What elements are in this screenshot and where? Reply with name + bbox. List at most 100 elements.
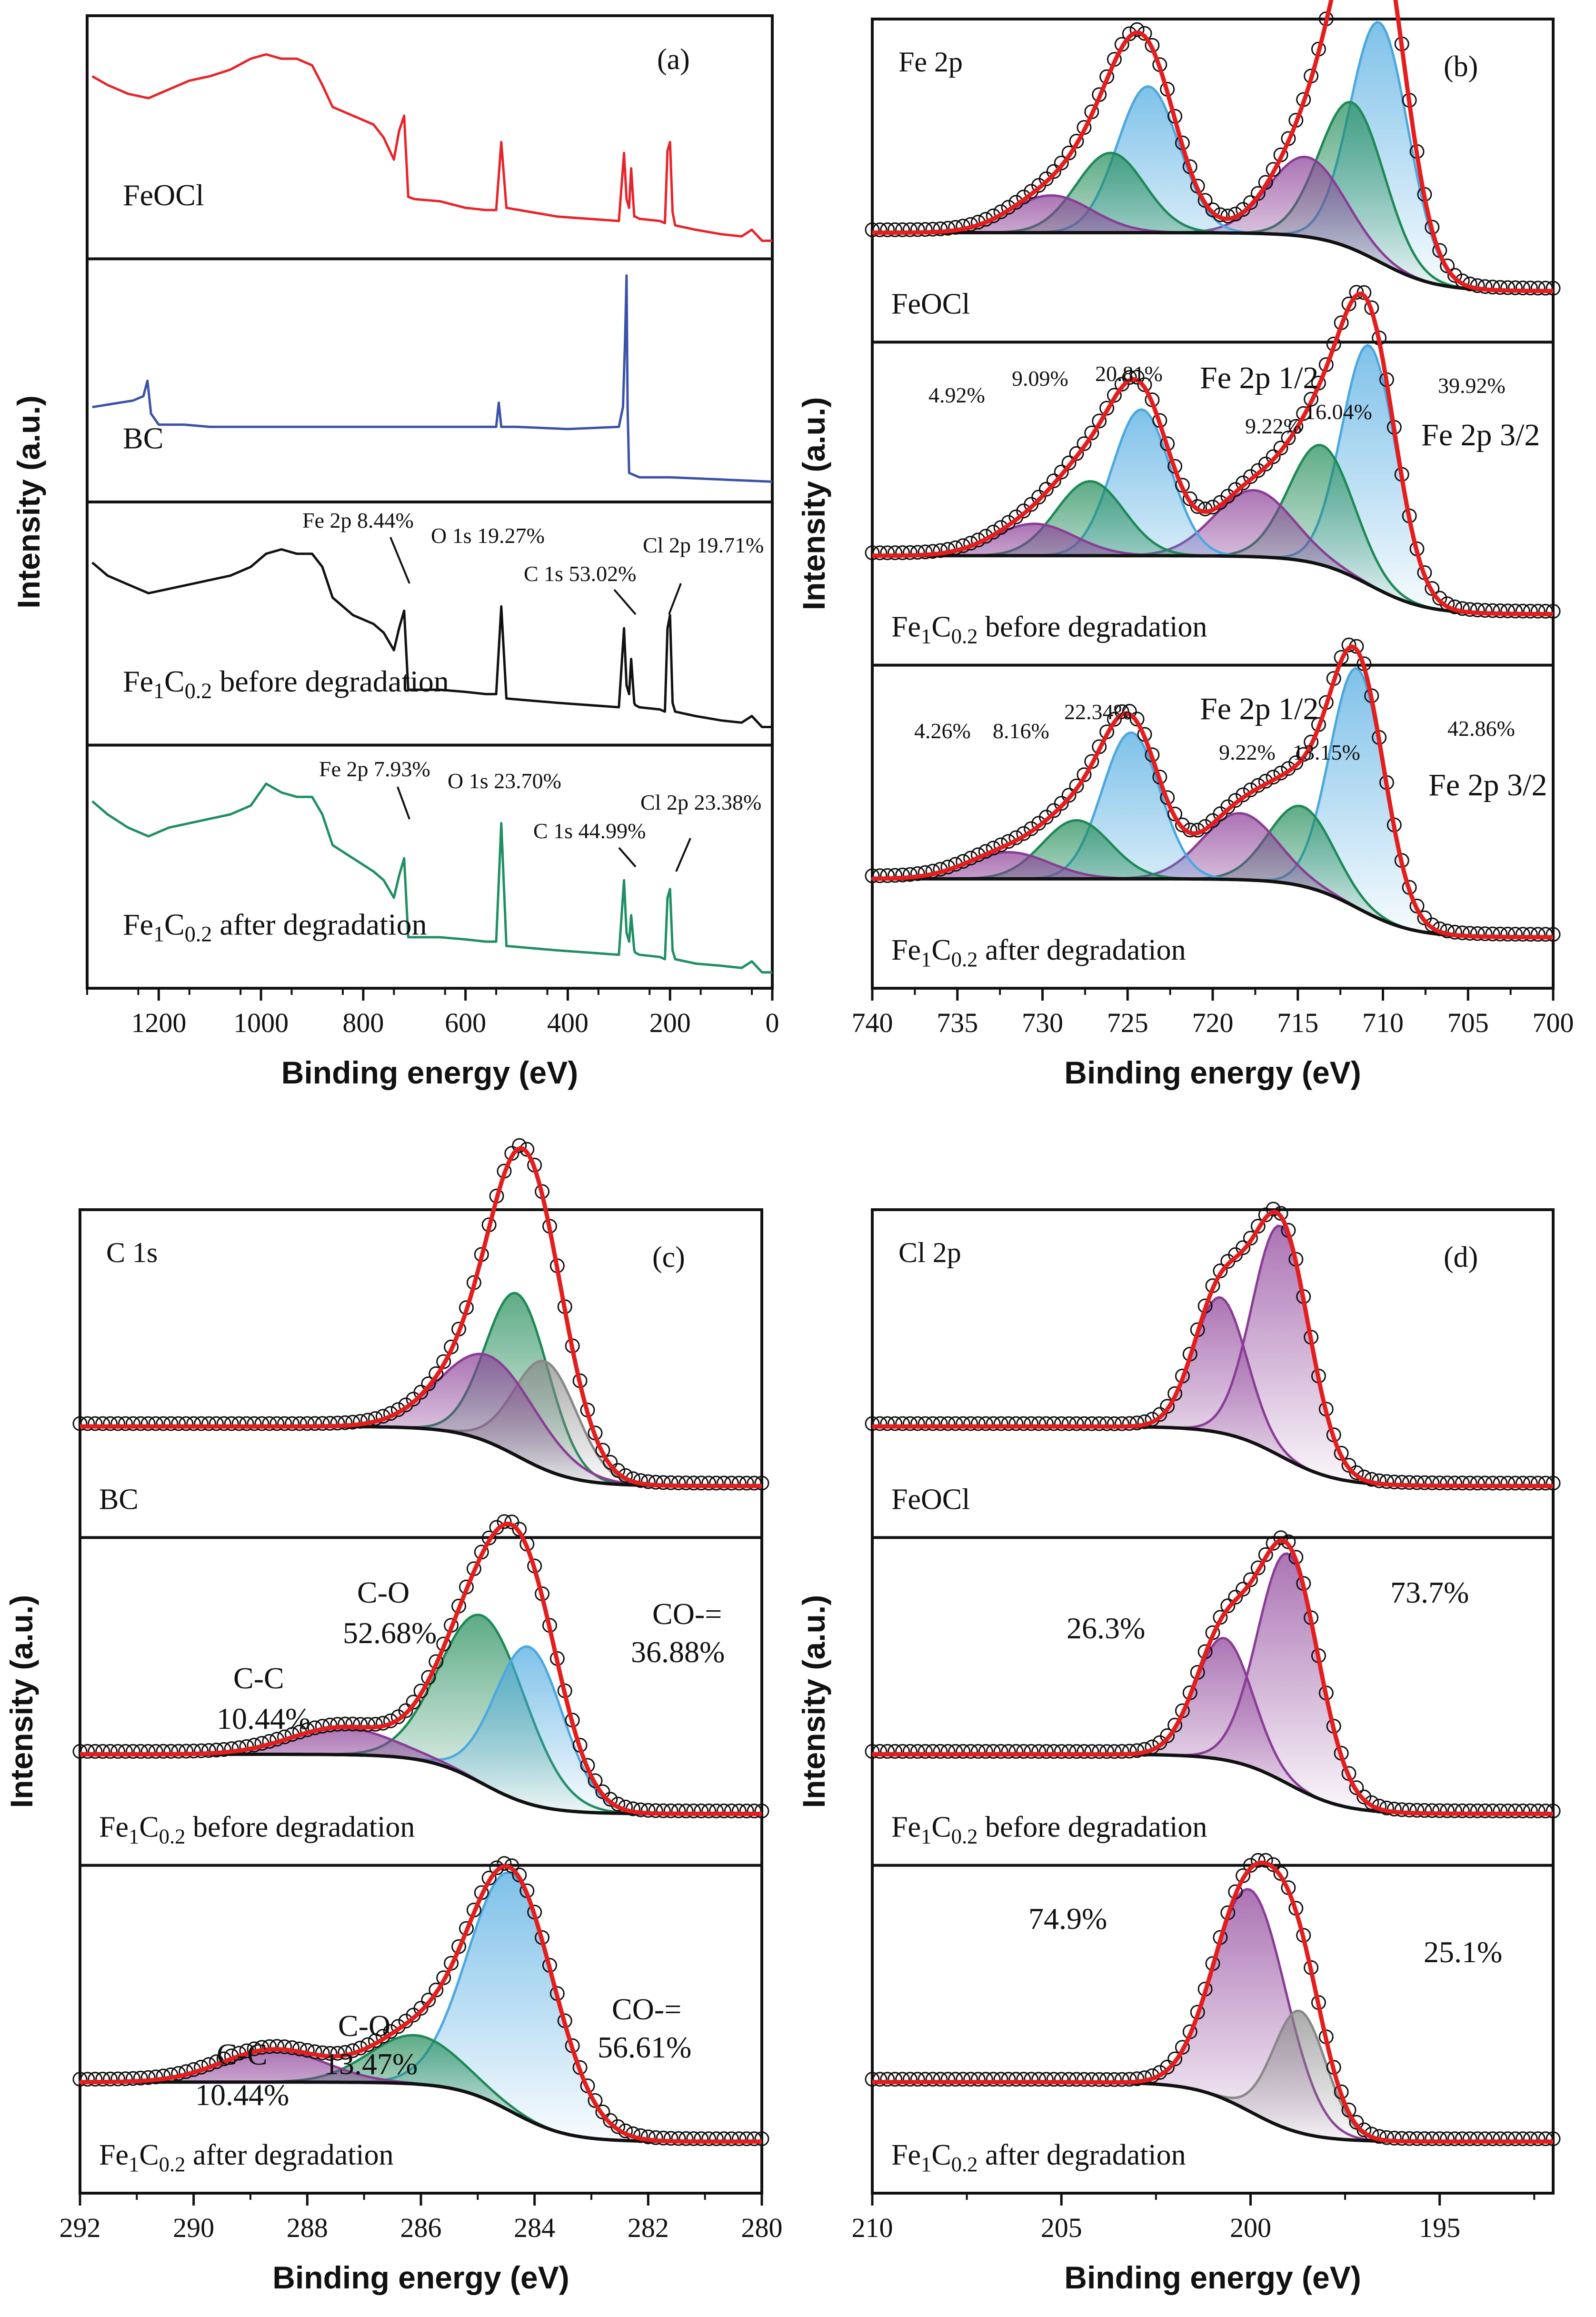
c1s-annotation-after: C-O xyxy=(338,2009,390,2043)
raw-data-point xyxy=(1061,1416,1077,1431)
raw-data-point xyxy=(1243,1572,1258,1587)
raw-data-point xyxy=(1500,1803,1516,1818)
raw-data-point xyxy=(231,1416,247,1431)
raw-data-point xyxy=(95,1744,110,1759)
raw-data-point xyxy=(1455,2131,1470,2146)
raw-data-point xyxy=(1175,817,1190,833)
raw-data-point xyxy=(918,2072,933,2087)
raw-data-point xyxy=(1508,1803,1523,1818)
raw-data-point xyxy=(1523,1475,1538,1491)
c1s-annotation-after: 56.61% xyxy=(598,2030,691,2064)
raw-data-point xyxy=(595,1784,610,1799)
fe2p-annotation-after: Fe 2p 3/2 xyxy=(1428,768,1547,802)
spectrum-line-black xyxy=(91,548,772,728)
raw-data-point xyxy=(1425,2131,1440,2146)
raw-data-point xyxy=(1409,1475,1425,1490)
raw-data-point xyxy=(307,1416,322,1431)
raw-data-point xyxy=(1546,1804,1561,1818)
raw-data-point xyxy=(1061,788,1077,803)
annotation-arrow xyxy=(397,786,410,820)
raw-data-point xyxy=(1122,1416,1137,1431)
raw-data-point xyxy=(497,1856,512,1871)
raw-data-point xyxy=(754,1804,769,1818)
panel-title-d: Cl 2p xyxy=(898,1237,961,1268)
raw-data-point xyxy=(888,545,903,561)
raw-data-point xyxy=(1394,1802,1409,1817)
raw-data-point xyxy=(940,2072,956,2087)
raw-data-point xyxy=(1515,1803,1530,1818)
raw-data-point xyxy=(747,2131,762,2146)
raw-data-point xyxy=(1236,1582,1251,1597)
raw-data-point xyxy=(940,1416,956,1431)
raw-data-point xyxy=(880,2072,895,2087)
raw-data-point xyxy=(1114,704,1129,719)
cl2p-annotation-after: 74.9% xyxy=(1028,1902,1107,1936)
raw-data-point xyxy=(880,868,895,883)
raw-data-point xyxy=(88,1744,103,1759)
raw-data-point xyxy=(872,545,888,561)
raw-data-point xyxy=(880,222,895,237)
raw-data-point xyxy=(1099,2072,1115,2087)
raw-data-point xyxy=(910,1744,925,1759)
raw-data-point xyxy=(1538,2131,1553,2146)
raw-data-point xyxy=(1493,2131,1508,2146)
raw-data-point xyxy=(1470,1475,1485,1491)
raw-data-point xyxy=(1523,603,1538,619)
panel-label-b: (b) xyxy=(1444,50,1478,83)
raw-data-point xyxy=(1190,499,1205,514)
raw-data-point xyxy=(1455,925,1470,941)
raw-data-point xyxy=(88,2072,103,2087)
fit-component-green xyxy=(80,1292,762,1487)
raw-data-point xyxy=(148,1416,163,1431)
raw-data-point xyxy=(330,1415,345,1431)
raw-data-point xyxy=(1493,926,1508,942)
raw-data-point xyxy=(663,1803,678,1818)
raw-data-point xyxy=(186,1744,201,1759)
raw-data-point xyxy=(925,1744,940,1759)
raw-data-point xyxy=(1243,1231,1258,1246)
raw-data-point xyxy=(1258,456,1273,471)
raw-data-point xyxy=(724,2131,739,2146)
x-axis-label-c: Binding energy (eV) xyxy=(272,2260,569,2295)
raw-data-point xyxy=(888,222,903,237)
raw-data-point xyxy=(413,2001,429,2016)
x-tick-label-d: 200 xyxy=(1230,2212,1271,2243)
raw-data-point xyxy=(694,1803,709,1818)
raw-data-point xyxy=(1243,195,1258,210)
raw-data-point xyxy=(671,1475,686,1491)
raw-data-point xyxy=(110,2071,126,2086)
raw-data-point xyxy=(739,2131,754,2146)
raw-data-point xyxy=(103,1416,118,1431)
panel-title-c: C 1s xyxy=(106,1237,158,1268)
raw-data-point xyxy=(406,1695,421,1710)
raw-data-point xyxy=(1054,464,1069,480)
raw-data-point xyxy=(1402,1803,1417,1818)
raw-data-point xyxy=(1485,1475,1500,1491)
raw-data-point xyxy=(1054,155,1069,171)
raw-data-point xyxy=(895,1744,910,1759)
raw-data-point xyxy=(910,1416,925,1431)
raw-data-point xyxy=(993,1744,1008,1759)
x-axis-label-a: Binding energy (eV) xyxy=(281,1055,578,1090)
raw-data-point xyxy=(1016,2072,1031,2087)
annotation-before: Fe 2p 8.44% xyxy=(302,508,414,532)
raw-data-point xyxy=(603,1454,618,1470)
raw-data-point xyxy=(1250,186,1266,201)
x-tick-label-b: 735 xyxy=(937,1007,978,1038)
raw-data-point xyxy=(865,1416,880,1431)
raw-data-point xyxy=(1523,2131,1538,2146)
raw-data-point xyxy=(1546,2131,1561,2146)
raw-data-point xyxy=(1470,602,1485,618)
raw-data-point xyxy=(1038,481,1054,497)
raw-data-point xyxy=(156,1416,171,1431)
c1s-annotation-before: C-C xyxy=(233,1661,284,1695)
fe2p-annotation-after: 8.16% xyxy=(993,719,1049,743)
fe2p-annotation-after: 22.34% xyxy=(1064,700,1132,724)
raw-data-point xyxy=(1477,1475,1493,1491)
x-tick-label-a: 200 xyxy=(649,1007,691,1038)
raw-data-point xyxy=(1462,926,1477,941)
raw-data-point xyxy=(1493,280,1508,295)
raw-data-point xyxy=(872,1416,888,1431)
x-tick-label-c: 292 xyxy=(60,2212,101,2243)
